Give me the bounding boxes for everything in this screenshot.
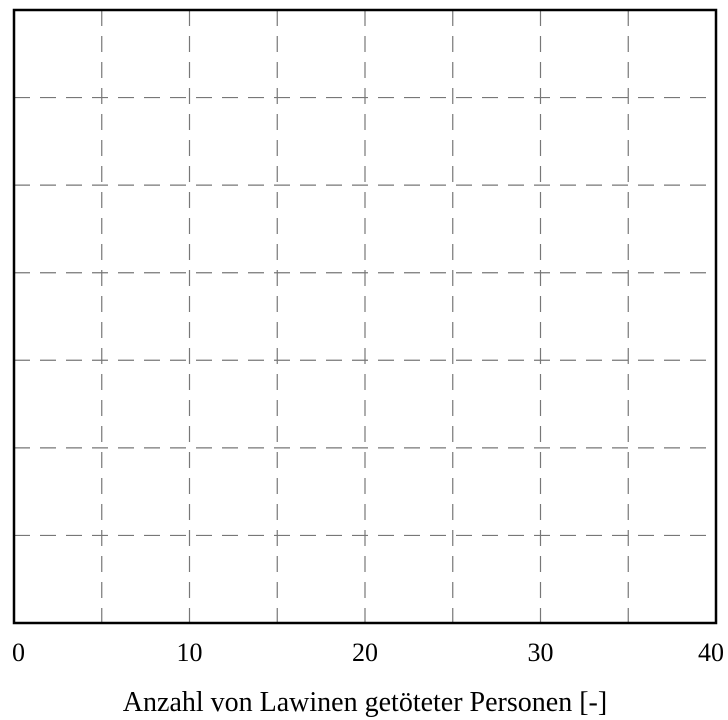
x-tick-labels: 0 10 20 30 40 <box>12 638 724 667</box>
x-tick-label: 40 <box>698 638 724 667</box>
plot-frame <box>12 8 718 625</box>
x-tick-label: 0 <box>12 638 25 667</box>
x-tick-label: 10 <box>177 638 203 667</box>
x-axis-label: Anzahl von Lawinen getöteter Personen [-… <box>123 687 607 718</box>
x-tick-label: 20 <box>352 638 378 667</box>
grid-lines <box>14 10 716 623</box>
x-tick-label: 30 <box>528 638 554 667</box>
